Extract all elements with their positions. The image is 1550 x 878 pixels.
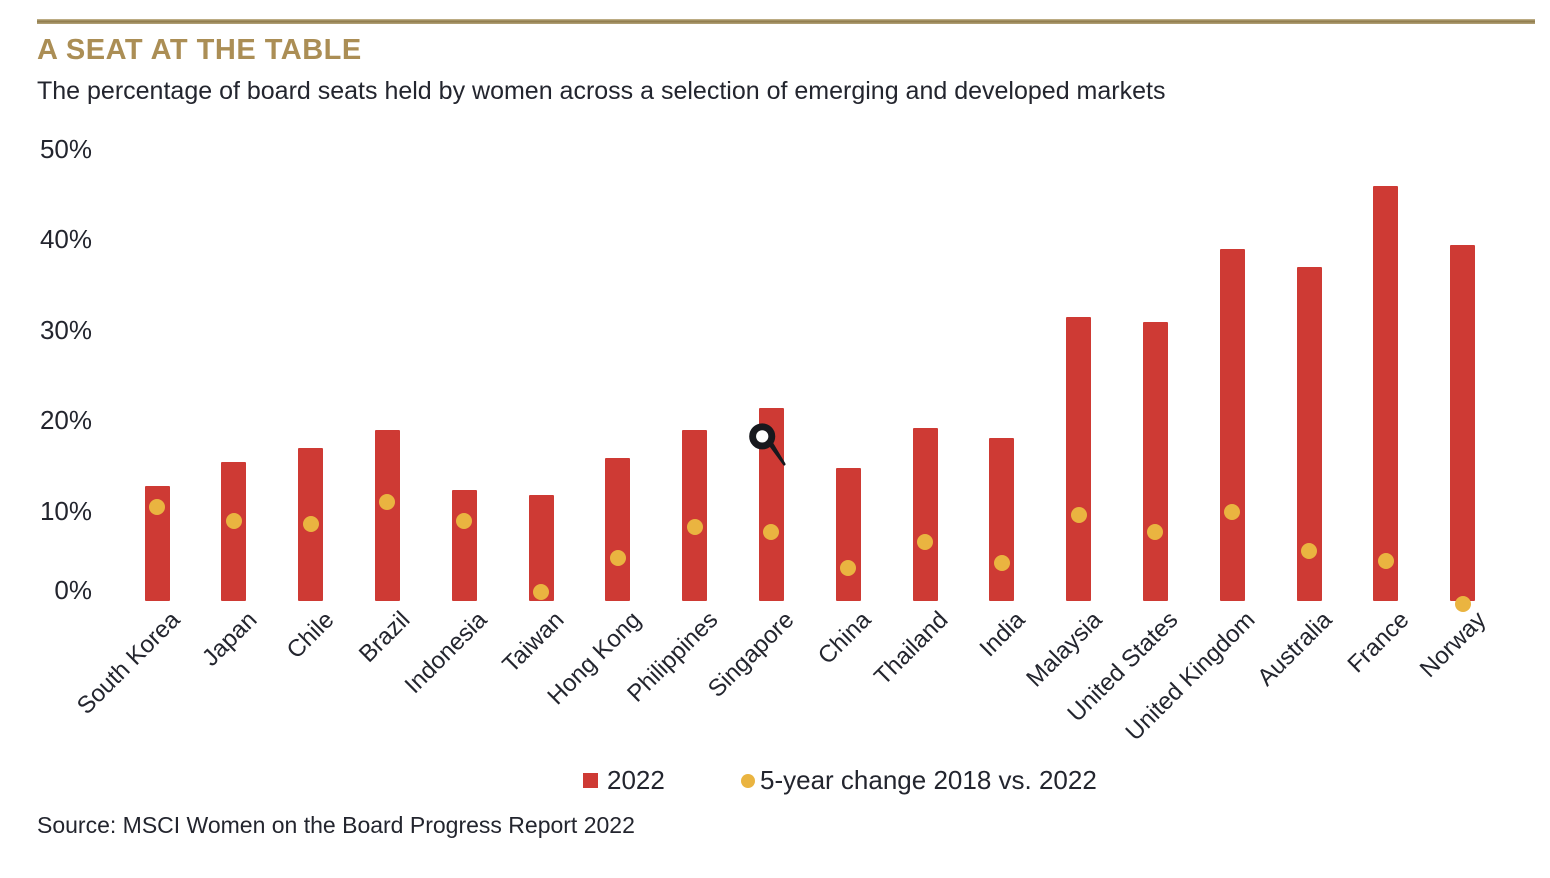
- bar-japan: [221, 461, 247, 601]
- pen-cursor-icon: [749, 423, 786, 466]
- bar-brazil: [374, 430, 400, 601]
- legend-change-swatch: [741, 774, 755, 788]
- bar-india: [989, 438, 1015, 601]
- change-dot-united-states: [1147, 524, 1164, 541]
- bar-indonesia: [451, 489, 477, 601]
- y-tick-label: 10%: [39, 495, 92, 526]
- change-dot-south-korea: [149, 498, 165, 515]
- source-note: Source: MSCI Women on the Board Progress…: [37, 812, 635, 838]
- bar-united-states: [1142, 321, 1168, 601]
- bar-norway: [1450, 244, 1476, 601]
- change-dot-france: [1377, 553, 1394, 570]
- change-dot-chile: [302, 516, 319, 533]
- bar-malaysia: [1066, 317, 1092, 601]
- legend-2022-swatch: [583, 773, 598, 788]
- change-dot-norway: [1454, 595, 1471, 612]
- bar-thailand: [912, 428, 938, 601]
- y-tick-label: 0%: [54, 575, 92, 605]
- change-dot-united-kingdom: [1224, 504, 1241, 521]
- change-dot-singapore: [763, 524, 780, 541]
- change-dot-brazil: [379, 494, 396, 511]
- chart-title: A SEAT AT THE TABLE: [37, 34, 362, 66]
- bar-france: [1373, 186, 1399, 601]
- y-tick-label: 30%: [39, 314, 92, 345]
- change-dot-china: [840, 560, 857, 577]
- change-dot-indonesia: [456, 513, 473, 530]
- bar-taiwan: [528, 495, 554, 601]
- y-tick-label: 50%: [39, 134, 92, 164]
- bar-china: [835, 468, 861, 601]
- change-dot-philippines: [686, 518, 703, 535]
- change-dot-hong-kong: [609, 549, 626, 566]
- top-rule: [37, 19, 1535, 24]
- chart-subtitle: The percentage of board seats held by wo…: [37, 77, 1166, 105]
- change-dot-taiwan: [533, 583, 549, 600]
- y-tick-label: 20%: [39, 405, 92, 436]
- change-dot-malaysia: [1070, 507, 1087, 524]
- change-dot-thailand: [917, 534, 933, 551]
- change-dot-australia: [1301, 543, 1317, 560]
- bar-united-kingdom: [1219, 249, 1245, 601]
- bar-hong-kong: [605, 458, 631, 601]
- bar-philippines: [682, 430, 708, 601]
- change-dot-japan: [225, 513, 242, 530]
- change-dot-india: [993, 555, 1010, 572]
- y-tick-label: 40%: [39, 224, 92, 255]
